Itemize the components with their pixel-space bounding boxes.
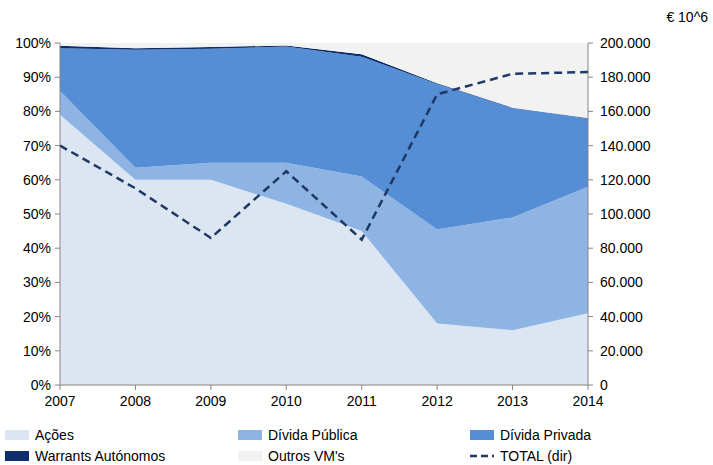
legend-swatch [5, 430, 29, 440]
y-tick [55, 145, 60, 146]
y2-tick-label: 140.000 [600, 138, 651, 154]
y2-tick [588, 350, 593, 351]
legend-label: Ações [35, 427, 74, 443]
x-tick [512, 385, 513, 390]
y2-tick [588, 77, 593, 78]
y-tick-label: 0% [31, 377, 51, 393]
y2-tick-label: 200.000 [600, 35, 651, 51]
y-tick-label: 80% [23, 103, 51, 119]
y2-tick-label: 20.000 [600, 343, 643, 359]
line-group [60, 72, 588, 240]
y2-tick [588, 214, 593, 215]
y-tick [55, 282, 60, 283]
y2-tick [588, 248, 593, 249]
x-tick [60, 385, 61, 390]
x-tick-label: 2007 [44, 393, 75, 409]
y2-axis-label: € 10^6 [666, 9, 708, 25]
x-tick [437, 385, 438, 390]
y-tick-label: 100% [15, 35, 51, 51]
x-tick [286, 385, 287, 390]
y2-tick-label: 40.000 [600, 309, 643, 325]
y2-tick-label: 160.000 [600, 103, 651, 119]
legend-swatch [5, 451, 29, 461]
y-tick-label: 40% [23, 240, 51, 256]
x-tick [361, 385, 362, 390]
y-tick-label: 10% [23, 343, 51, 359]
y-tick [55, 214, 60, 215]
y-tick-label: 20% [23, 309, 51, 325]
y2-tick [588, 111, 593, 112]
legend-label: TOTAL (dir) [500, 448, 572, 464]
x-tick-label: 2011 [347, 393, 377, 409]
area-series [60, 43, 588, 118]
legend-swatch [238, 430, 262, 440]
y-tick-label: 70% [23, 138, 51, 154]
plot-area [60, 43, 588, 385]
x-tick-label: 2014 [572, 393, 603, 409]
y2-tick-label: 120.000 [600, 172, 651, 188]
x-tick-label: 2010 [271, 393, 302, 409]
x-tick [588, 385, 589, 390]
x-tick-label: 2013 [497, 393, 528, 409]
legend-swatch [238, 451, 262, 461]
y-tick [55, 77, 60, 78]
y-tick-label: 30% [23, 274, 51, 290]
x-tick [135, 385, 136, 390]
x-tick-label: 2008 [120, 393, 151, 409]
chart: 0% 10% 20% 30% 40% 50% 60% 70% 80% 90% 100% 0 20.000… [0, 0, 713, 465]
y-tick [55, 350, 60, 351]
y2-tick [588, 145, 593, 146]
y-tick [55, 43, 60, 44]
y2-tick [588, 282, 593, 283]
y-tick [55, 316, 60, 317]
x-tick-label: 2009 [195, 393, 226, 409]
y2-tick [588, 385, 593, 386]
legend-swatch [470, 455, 494, 458]
y-tick-label: 90% [23, 69, 51, 85]
line-series [60, 72, 588, 240]
y-tick [55, 111, 60, 112]
x-tick-label: 2012 [422, 393, 453, 409]
y2-tick [588, 179, 593, 180]
y-tick-label: 60% [23, 172, 51, 188]
y-tick-label: 50% [23, 206, 51, 222]
y2-tick-label: 180.000 [600, 69, 651, 85]
x-tick [210, 385, 211, 390]
legend-label: Dívida Pública [268, 427, 358, 443]
legend-label: Dívida Privada [500, 427, 591, 443]
y2-tick [588, 316, 593, 317]
x-axis-line [60, 385, 588, 386]
y2-tick-label: 80.000 [600, 240, 643, 256]
legend-label: Warrants Autónomos [35, 448, 165, 464]
legend-swatch [470, 430, 494, 440]
y2-tick-label: 100.000 [600, 206, 651, 222]
legend-label: Outros VM's [268, 448, 345, 464]
y-tick [55, 385, 60, 386]
y2-tick [588, 43, 593, 44]
y-tick [55, 248, 60, 249]
y-tick [55, 179, 60, 180]
y2-tick-label: 0 [600, 377, 608, 393]
y2-tick-label: 60.000 [600, 274, 643, 290]
